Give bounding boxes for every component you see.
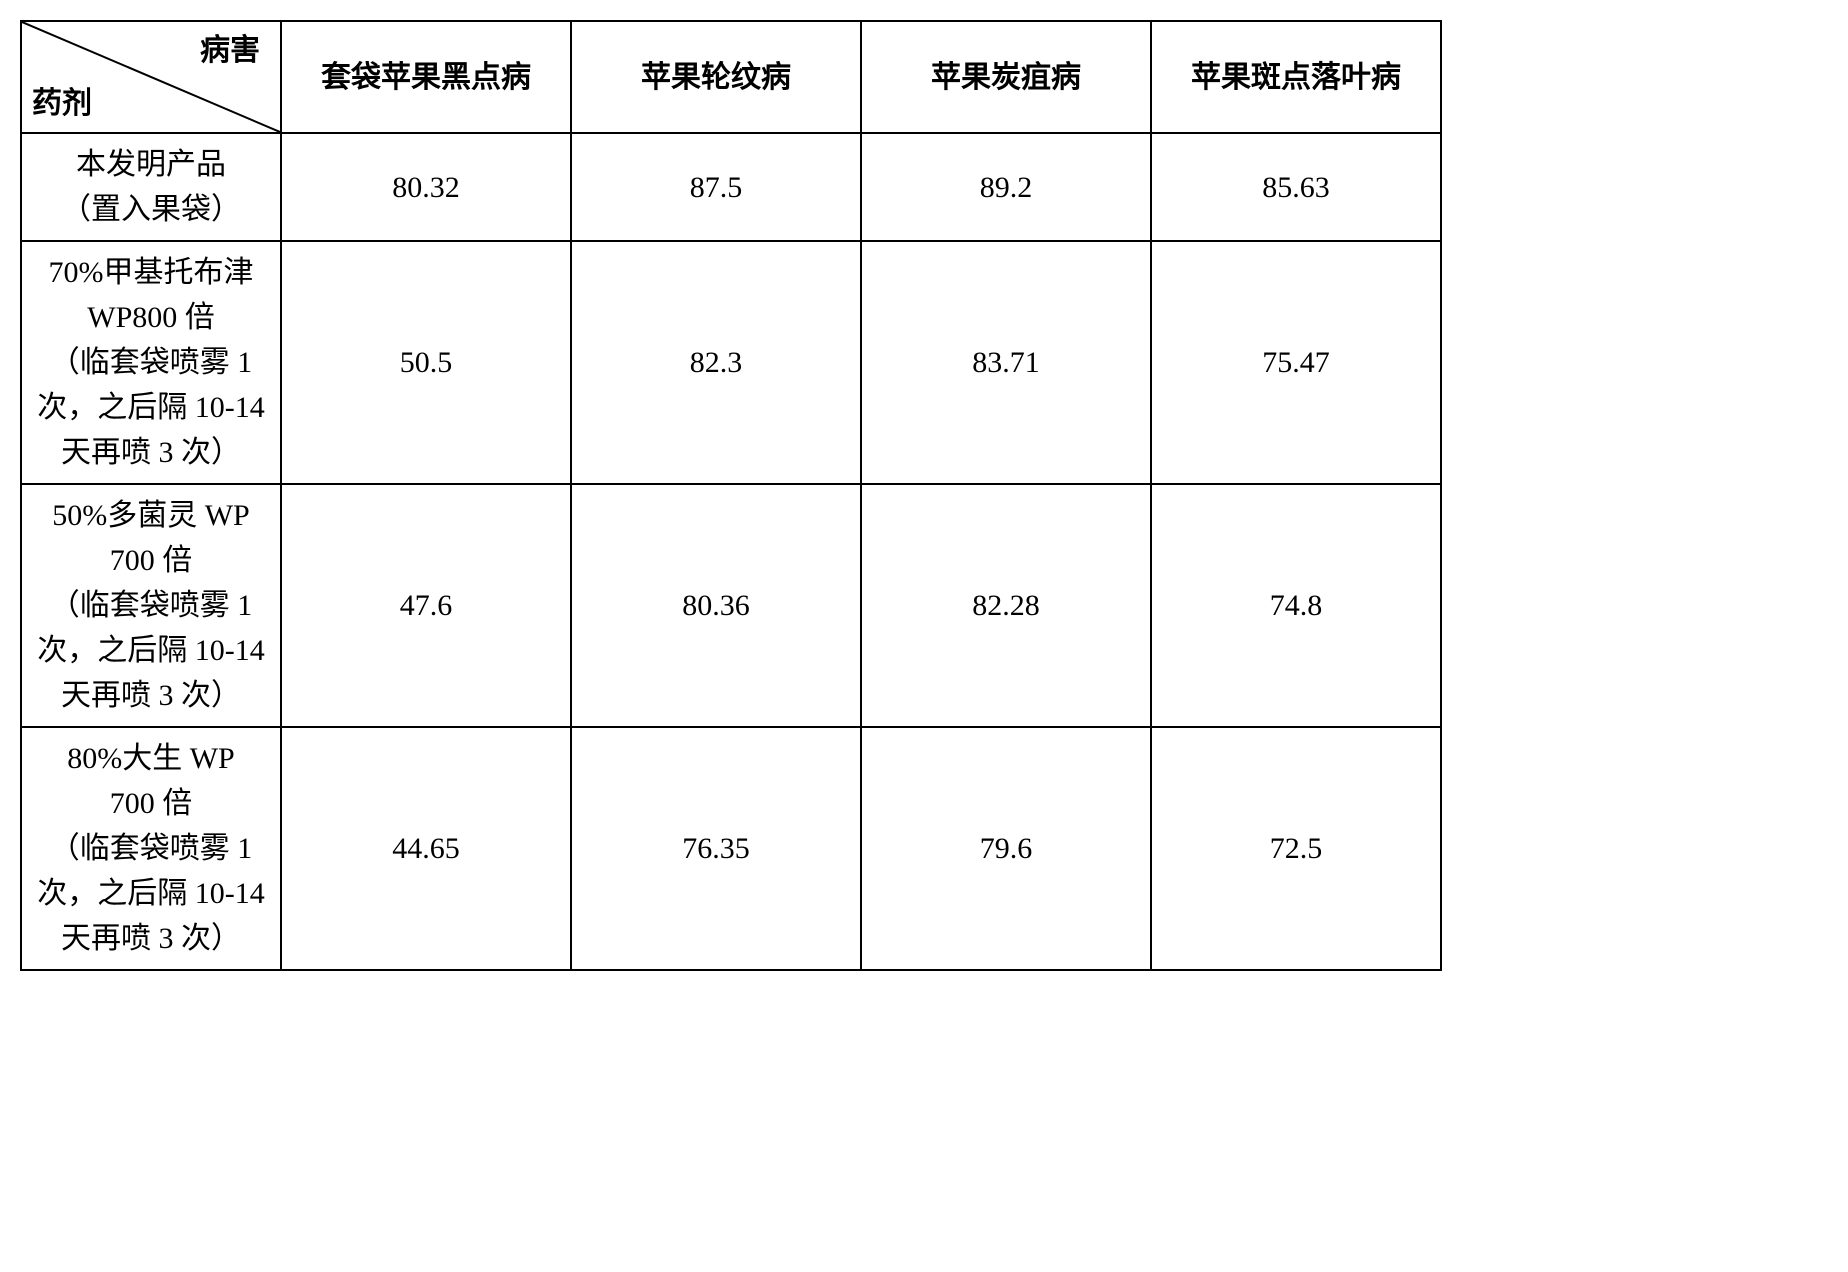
cell: 87.5 xyxy=(571,133,861,241)
cell: 89.2 xyxy=(861,133,1151,241)
column-header: 套袋苹果黑点病 xyxy=(281,21,571,133)
table-body: 本发明产品（置入果袋） 80.32 87.5 89.2 85.63 70%甲基托… xyxy=(21,133,1441,970)
table-row: 80%大生 WP700 倍（临套袋喷雾 1次，之后隔 10-14天再喷 3 次）… xyxy=(21,727,1441,970)
row-label: 本发明产品（置入果袋） xyxy=(21,133,281,241)
cell: 80.32 xyxy=(281,133,571,241)
table-row: 本发明产品（置入果袋） 80.32 87.5 89.2 85.63 xyxy=(21,133,1441,241)
cell: 80.36 xyxy=(571,484,861,727)
cell: 50.5 xyxy=(281,241,571,484)
diagonal-header-cell: 病害 药剂 xyxy=(21,21,281,133)
cell: 75.47 xyxy=(1151,241,1441,484)
column-header: 苹果轮纹病 xyxy=(571,21,861,133)
cell: 82.3 xyxy=(571,241,861,484)
cell: 85.63 xyxy=(1151,133,1441,241)
diagonal-header-top: 病害 xyxy=(200,28,260,73)
cell: 44.65 xyxy=(281,727,571,970)
cell: 72.5 xyxy=(1151,727,1441,970)
column-header: 苹果斑点落叶病 xyxy=(1151,21,1441,133)
cell: 74.8 xyxy=(1151,484,1441,727)
header-row: 病害 药剂 套袋苹果黑点病 苹果轮纹病 苹果炭疽病 苹果斑点落叶病 xyxy=(21,21,1441,133)
table-row: 50%多菌灵 WP700 倍（临套袋喷雾 1次，之后隔 10-14天再喷 3 次… xyxy=(21,484,1441,727)
table-row: 70%甲基托布津WP800 倍（临套袋喷雾 1次，之后隔 10-14天再喷 3 … xyxy=(21,241,1441,484)
data-table: 病害 药剂 套袋苹果黑点病 苹果轮纹病 苹果炭疽病 苹果斑点落叶病 本发明产品（… xyxy=(20,20,1442,971)
cell: 82.28 xyxy=(861,484,1151,727)
cell: 79.6 xyxy=(861,727,1151,970)
column-header: 苹果炭疽病 xyxy=(861,21,1151,133)
cell: 76.35 xyxy=(571,727,861,970)
cell: 47.6 xyxy=(281,484,571,727)
diagonal-header-bottom: 药剂 xyxy=(32,81,92,126)
cell: 83.71 xyxy=(861,241,1151,484)
row-label: 50%多菌灵 WP700 倍（临套袋喷雾 1次，之后隔 10-14天再喷 3 次… xyxy=(21,484,281,727)
row-label: 70%甲基托布津WP800 倍（临套袋喷雾 1次，之后隔 10-14天再喷 3 … xyxy=(21,241,281,484)
row-label: 80%大生 WP700 倍（临套袋喷雾 1次，之后隔 10-14天再喷 3 次） xyxy=(21,727,281,970)
